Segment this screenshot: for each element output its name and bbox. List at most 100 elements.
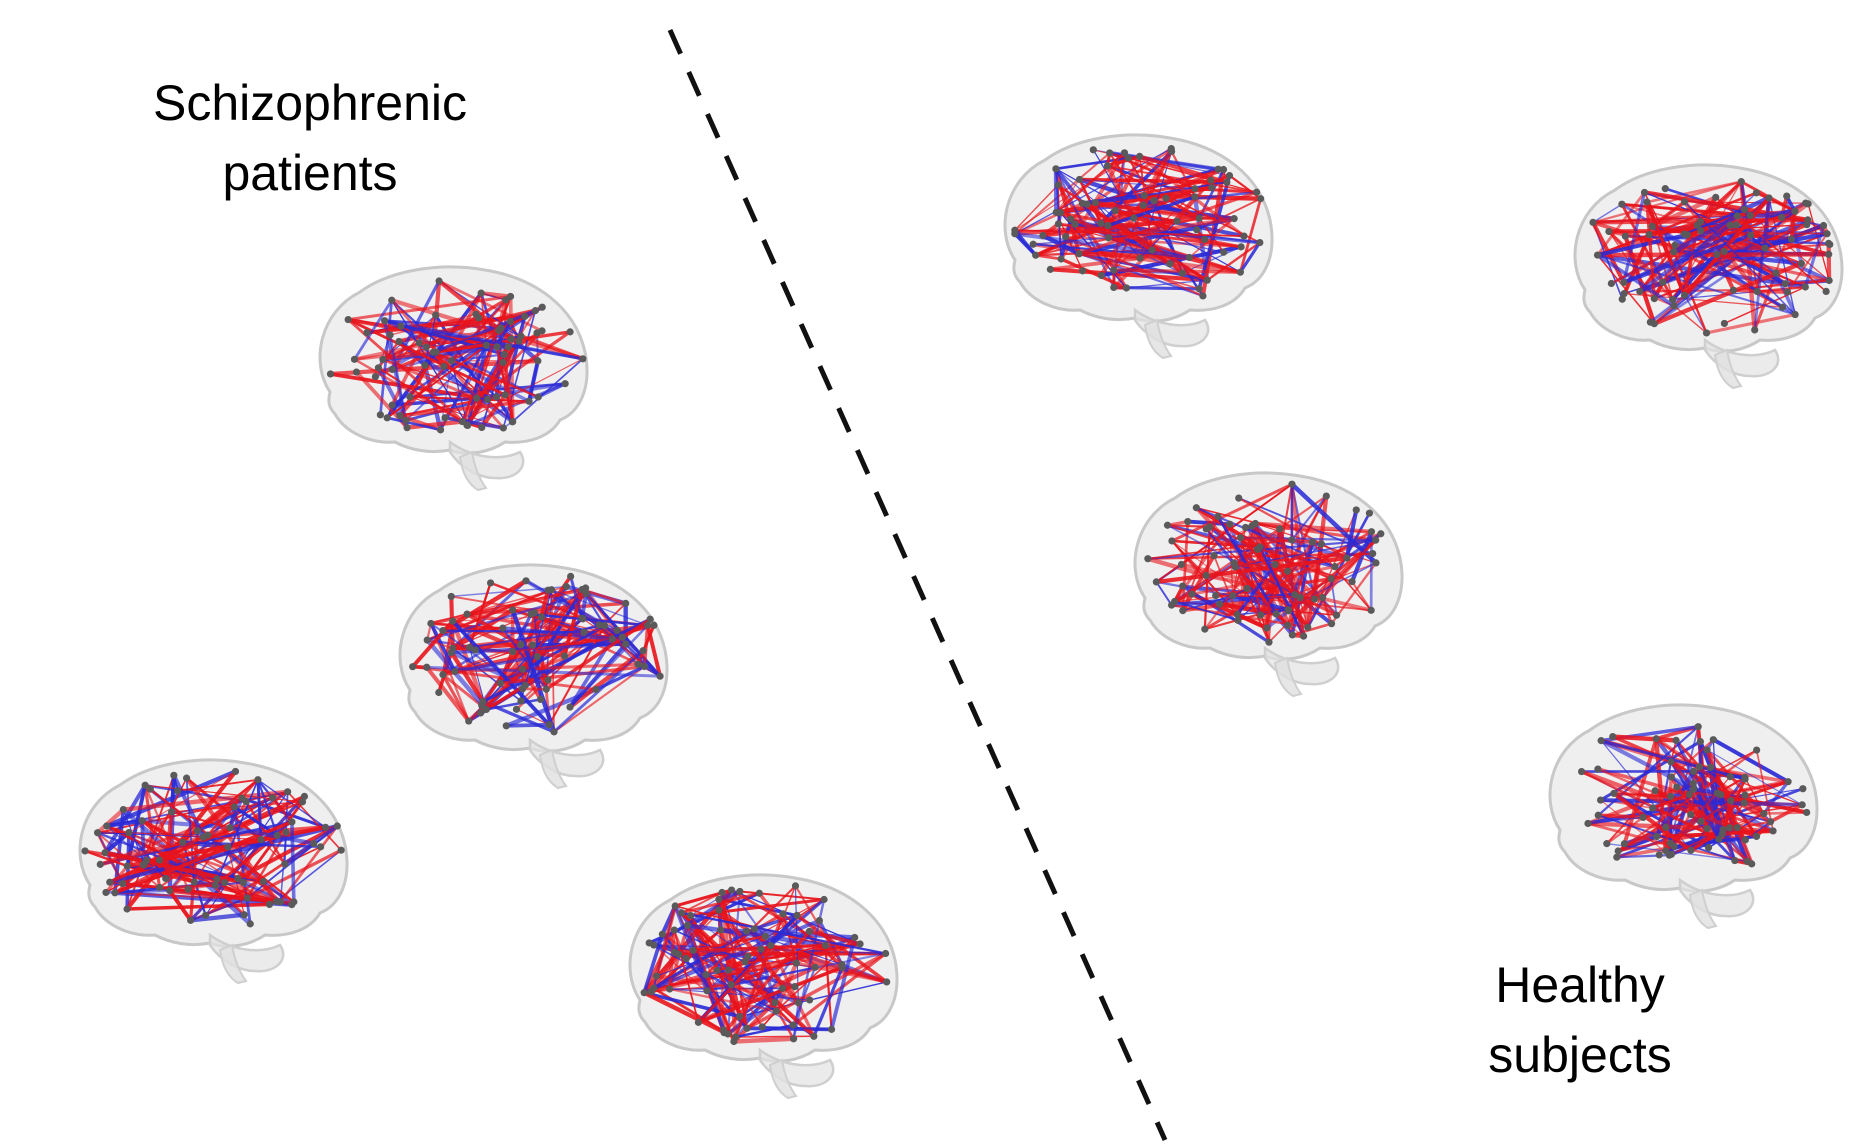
brain-node [81,847,89,855]
brain-node [772,1007,780,1015]
brain-node [1741,791,1749,799]
brain-node [1718,830,1726,838]
brain-node [1609,732,1617,741]
brain-node [1747,231,1755,239]
brain-node [423,636,431,644]
brain-node [427,619,435,628]
negative-connection [594,664,646,692]
brain-node [103,822,111,830]
brain-node [1163,521,1172,529]
positive-connection [807,929,862,946]
positive-connection [410,619,455,669]
connection-edges [641,884,889,1044]
brain-node [1737,178,1745,186]
brain-node [272,897,280,906]
brain-node [820,895,828,904]
brain-node [436,426,445,434]
brain-node [702,971,710,979]
positive-connection [1277,526,1306,639]
brain-node [402,416,410,424]
positive-connection [1704,312,1797,335]
brain-node [533,653,541,661]
brain-node [1103,162,1112,170]
brain-node [383,414,391,422]
brain-node [1669,295,1677,304]
brain-node [567,572,575,580]
brain-node [1166,260,1174,268]
brain-node [1216,600,1224,608]
brain-node [174,787,182,795]
positive-connection [128,831,262,841]
brain-node [1308,538,1317,546]
brain-node [268,794,277,802]
brain-node [1713,250,1721,259]
positive-connection [430,585,568,625]
brain-node [1291,591,1299,599]
brain-node [1110,283,1118,292]
brain-node [640,662,648,671]
brain-node [1618,295,1626,303]
positive-connection [650,983,732,993]
brain-node [1039,231,1047,240]
brain-node [1212,591,1220,600]
positive-connection [696,944,773,1024]
brain-node [1694,723,1702,731]
negative-connection [441,629,586,634]
brain-node [779,910,787,918]
brain-node [166,887,174,895]
brain-node [1740,799,1748,807]
positive-connection [716,944,827,972]
positive-connection [1645,200,1687,298]
brain-node [125,829,133,837]
brain-node [1162,194,1170,202]
brain-node [613,626,621,634]
brain-node [493,343,501,351]
brain-node [1733,212,1741,220]
positive-connection [1154,555,1349,584]
positive-connection [1610,734,1679,743]
brain-node [882,949,890,958]
healthy-brain-network [1003,133,1274,360]
positive-connection [1127,157,1155,202]
brain-node [1712,193,1720,201]
brain-node [1310,595,1319,603]
positive-connection [144,784,190,891]
brain-node [429,348,437,356]
negative-connection [1597,725,1700,817]
brain-node [211,881,220,889]
brain-node [1104,221,1112,230]
brain-node [1207,176,1215,184]
brain-node [579,615,587,623]
brain-node [580,628,588,636]
brain-node [1662,823,1670,831]
positive-connection [1673,305,1708,334]
brain-node [1170,597,1179,606]
positive-connection [382,329,500,360]
brain-node [644,621,652,629]
brain-node [1188,590,1196,598]
positive-connection [495,345,515,423]
positive-connection [1611,791,1693,853]
brain-node [496,679,504,687]
brain-node [1702,329,1711,337]
brain-node [1607,279,1615,288]
brain-node [1687,846,1695,854]
brain-node [724,1030,732,1038]
brain-node [1797,259,1805,267]
brain-node [1233,610,1241,619]
brain-node [542,685,550,693]
brain-node [1597,737,1605,745]
positive-connection [468,581,492,649]
negative-connection [529,613,649,627]
positive-connection [479,392,507,430]
positive-connection [692,942,862,952]
positive-connection [83,849,129,868]
brain-node [1241,523,1250,532]
brain-node [517,697,525,705]
brain-node [1331,563,1339,571]
positive-connection [1048,256,1142,272]
schizophrenic-brain-network [398,563,669,790]
brain-node [1697,227,1705,235]
positive-connection [1166,524,1211,528]
brain-node [528,641,537,649]
